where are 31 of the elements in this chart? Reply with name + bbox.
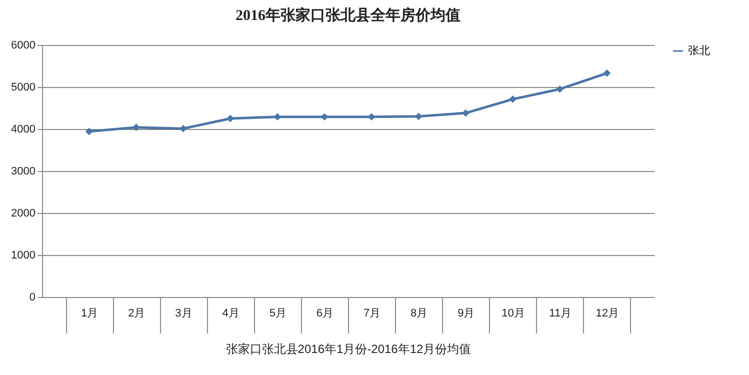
y-tick-label: 5000 xyxy=(11,82,36,94)
x-axis-title: 张家口张北县2016年1月份-2016年12月份均值 xyxy=(226,342,472,356)
x-tick-label: 3月 xyxy=(175,308,192,320)
y-tick-label: 4000 xyxy=(11,124,36,136)
point xyxy=(509,95,516,103)
y-tick-label: 0 xyxy=(29,292,36,304)
point xyxy=(320,113,328,121)
x-tick-label: 9月 xyxy=(458,308,475,320)
y-tick-label: 3000 xyxy=(11,166,36,178)
point xyxy=(414,112,422,120)
x-tick-label: 7月 xyxy=(363,308,381,320)
point xyxy=(556,85,564,93)
point xyxy=(368,113,376,121)
chart-title: 2016年张家口张北县全年房价均值 xyxy=(236,6,460,24)
x-tick-label: 12月 xyxy=(596,308,620,320)
y-tick-label: 2000 xyxy=(11,208,36,220)
x-tick-label: 6月 xyxy=(316,308,334,320)
x-tick-label: 1月 xyxy=(81,308,98,320)
x-tick-label: 8月 xyxy=(410,308,428,320)
x-tick-label: 4月 xyxy=(222,308,240,320)
point xyxy=(132,124,140,132)
y-tick-label: 6000 xyxy=(11,40,36,52)
x-tick-label: 10月 xyxy=(502,308,525,320)
legend-label: 张北 xyxy=(688,44,710,57)
point xyxy=(85,128,93,136)
x-tick-label: 11月 xyxy=(549,308,572,320)
x-tick-label: 2月 xyxy=(128,308,146,320)
point xyxy=(180,124,187,132)
y-tick-label: 1000 xyxy=(11,250,36,262)
x-tick-label: 5月 xyxy=(269,308,286,320)
point xyxy=(603,69,611,77)
